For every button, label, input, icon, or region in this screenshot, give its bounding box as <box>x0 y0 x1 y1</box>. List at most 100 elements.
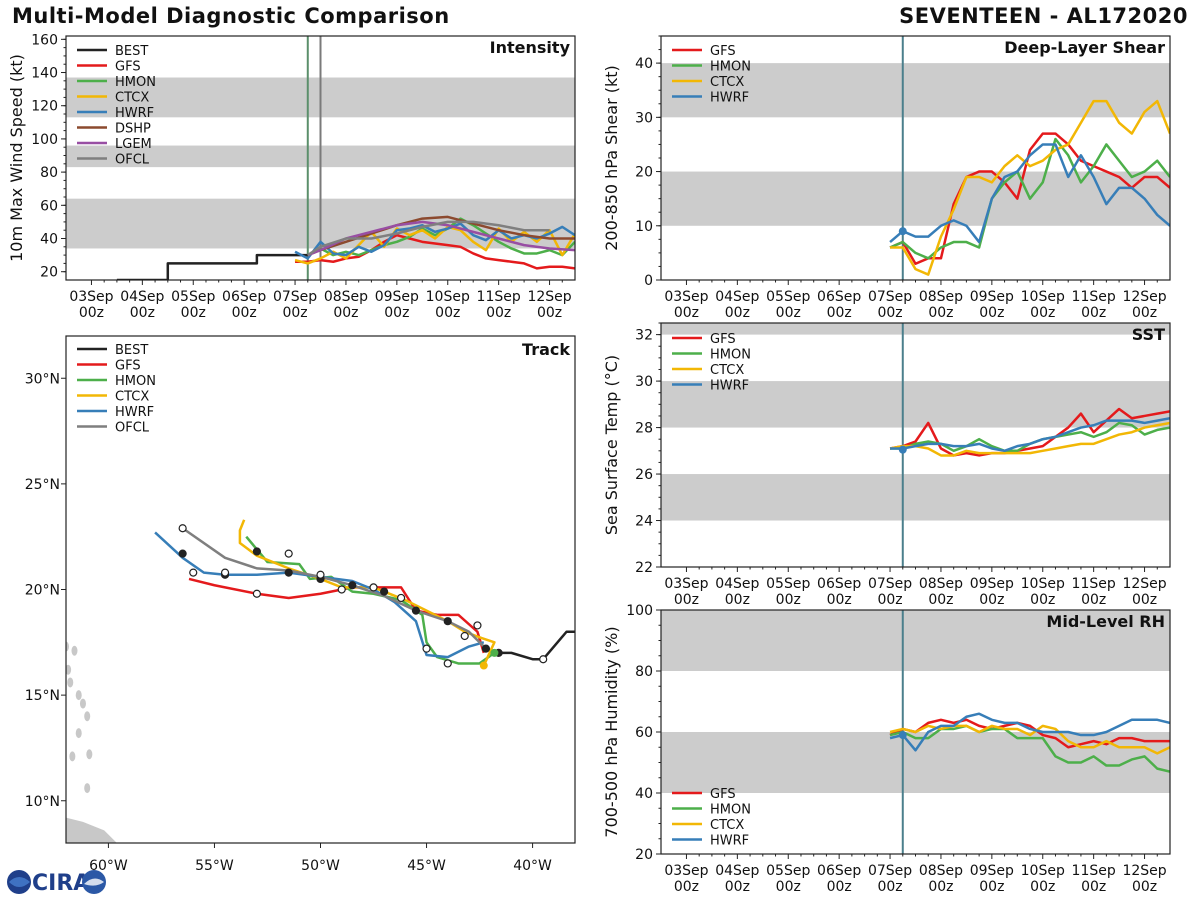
cira-logo: CIRA <box>4 866 108 898</box>
shaded-band <box>661 474 1170 521</box>
x-tick-hour-label: 00z <box>827 879 852 895</box>
track-hwrf-line <box>154 531 485 659</box>
panel-title: Deep-Layer Shear <box>1004 38 1165 57</box>
track-position-marker <box>348 581 357 590</box>
x-tick-date-label: 11Sep <box>477 289 521 305</box>
island <box>75 728 82 739</box>
track-position-marker <box>284 549 293 558</box>
y-tick-label: 160 <box>31 32 58 48</box>
series-ofcl-line <box>307 220 550 257</box>
lon-tick-label: 55°W <box>195 858 234 874</box>
ctcx-end-marker <box>479 661 488 670</box>
x-tick-date-label: 03Sep <box>664 289 708 305</box>
y-tick-label: 100 <box>626 603 653 619</box>
legend-label-best: BEST <box>115 343 148 358</box>
x-tick-date-label: 12Sep <box>1122 289 1166 305</box>
lat-tick-label: 30°N <box>25 371 60 387</box>
map-area <box>66 519 575 843</box>
x-tick-hour-label: 00z <box>725 592 750 608</box>
x-tick-hour-label: 00z <box>928 592 953 608</box>
y-tick-label: 10 <box>635 219 653 235</box>
logo-wave-icon <box>84 878 104 886</box>
island <box>69 751 76 762</box>
panel-title: Track <box>522 340 570 359</box>
series-best-line <box>116 253 308 280</box>
x-tick-hour-label: 00z <box>674 592 699 608</box>
legend-label-gfs: GFS <box>115 359 141 374</box>
legend-label-hmon: HMON <box>710 60 751 75</box>
plot-area-sst <box>661 323 1170 567</box>
y-tick-label: 80 <box>40 165 58 181</box>
y-tick-label: 20 <box>635 847 653 863</box>
lon-tick-label: 40°W <box>513 858 552 874</box>
logo-text: CIRA <box>32 871 90 896</box>
island <box>67 677 74 688</box>
x-tick-hour-label: 00z <box>827 592 852 608</box>
series-ctcx-line <box>889 421 1170 457</box>
x-tick-date-label: 07Sep <box>868 289 912 305</box>
x-tick-date-label: 06Sep <box>222 289 266 305</box>
x-tick-date-label: 09Sep <box>970 576 1014 592</box>
x-tick-date-label: 08Sep <box>919 289 963 305</box>
x-tick-date-label: 03Sep <box>664 863 708 879</box>
legend-label-gfs: GFS <box>115 60 141 75</box>
x-tick-date-label: 06Sep <box>817 576 861 592</box>
track-position-marker <box>539 655 548 664</box>
x-tick-hour-label: 00z <box>1081 879 1106 895</box>
track-position-marker <box>252 547 261 556</box>
plot-area-intensity <box>66 36 575 280</box>
x-tick-hour-label: 00z <box>537 305 562 321</box>
series-ctcx-line <box>890 99 1170 276</box>
track-position-marker <box>178 549 187 558</box>
initial-value-marker <box>898 227 907 236</box>
x-tick-hour-label: 00z <box>928 305 953 321</box>
lat-tick-label: 25°N <box>25 477 60 493</box>
x-tick-date-label: 03Sep <box>69 289 113 305</box>
x-tick-date-label: 05Sep <box>171 289 215 305</box>
x-tick-date-label: 04Sep <box>715 576 759 592</box>
y-tick-label: 100 <box>31 132 58 148</box>
legend-label-gfs: GFS <box>710 44 736 59</box>
y-tick-label: 0 <box>644 273 653 289</box>
series-hmon-line <box>889 724 1170 773</box>
x-tick-hour-label: 00z <box>979 592 1004 608</box>
x-tick-date-label: 07Sep <box>868 576 912 592</box>
x-tick-date-label: 08Sep <box>919 576 963 592</box>
lon-tick-label: 50°W <box>301 858 340 874</box>
logo-swirl-icon <box>9 877 30 887</box>
lat-tick-label: 20°N <box>25 583 60 599</box>
x-tick-hour-label: 00z <box>776 305 801 321</box>
track-position-marker <box>380 587 389 596</box>
legend-label-gfs: GFS <box>710 332 736 347</box>
legend-label-gfs: GFS <box>710 787 736 802</box>
x-tick-date-label: 05Sep <box>766 289 810 305</box>
legend-label-hwrf: HWRF <box>115 106 154 121</box>
island <box>66 641 69 652</box>
legend-label-hmon: HMON <box>710 803 751 818</box>
x-tick-hour-label: 00z <box>725 879 750 895</box>
legend-label-ctcx: CTCX <box>115 91 149 106</box>
x-tick-hour-label: 00z <box>282 305 307 321</box>
track-position-marker <box>284 568 293 577</box>
x-tick-hour-label: 00z <box>384 305 409 321</box>
x-tick-date-label: 08Sep <box>919 863 963 879</box>
x-tick-hour-label: 00z <box>674 879 699 895</box>
legend-label-ctcx: CTCX <box>710 363 744 378</box>
x-tick-hour-label: 00z <box>1030 879 1055 895</box>
x-tick-hour-label: 00z <box>827 305 852 321</box>
series-gfs-line <box>295 233 575 270</box>
panel-track: 10°N 15°N 20°N 25°N 30°N 60°W 55°W 50°W 45°W 40°W… <box>25 335 576 874</box>
x-tick-hour-label: 00z <box>877 305 902 321</box>
x-tick-hour-label: 00z <box>1030 305 1055 321</box>
x-tick-date-label: 12Sep <box>1122 576 1166 592</box>
y-tick-label: 26 <box>635 467 653 483</box>
track-position-marker <box>396 593 406 603</box>
track-position-marker <box>337 585 346 594</box>
track-hmon-line <box>245 535 496 665</box>
x-tick-hour-label: 00z <box>1081 305 1106 321</box>
x-tick-date-label: 04Sep <box>715 289 759 305</box>
x-tick-hour-label: 00z <box>674 305 699 321</box>
panel-title: SST <box>1132 325 1165 344</box>
x-tick-hour-label: 00z <box>1132 592 1157 608</box>
shaded-band <box>661 610 1170 671</box>
